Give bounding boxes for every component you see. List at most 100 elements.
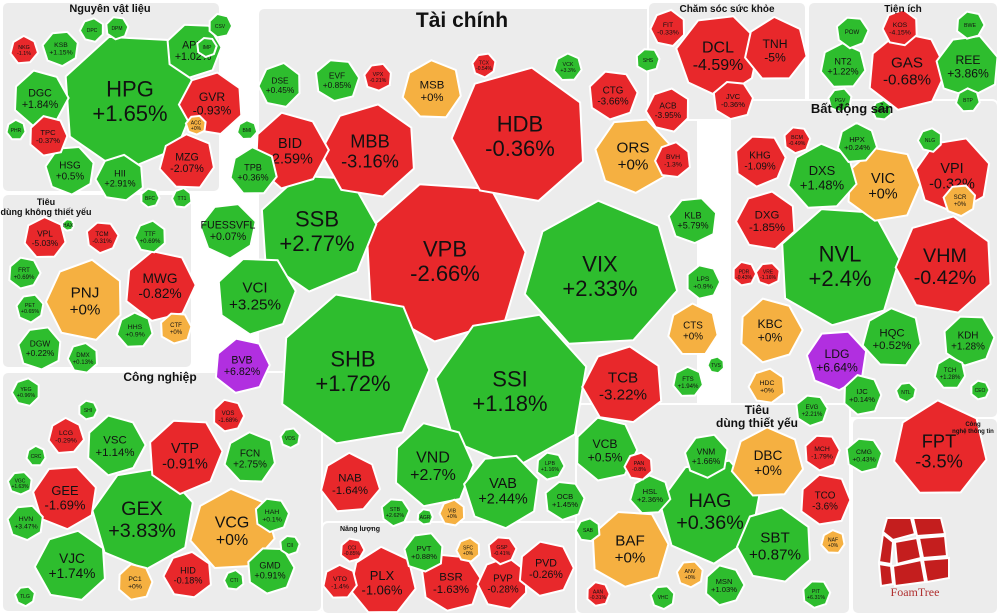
cell-crc[interactable] (25, 444, 47, 467)
cell-vjc[interactable] (33, 529, 106, 601)
cell-pgv[interactable] (827, 87, 853, 114)
cell-nkg[interactable] (9, 34, 40, 65)
cell-fuessvfl[interactable] (198, 203, 257, 260)
cell-tcm[interactable] (85, 221, 120, 255)
cell-ctf[interactable] (160, 312, 193, 345)
cell-bvb[interactable] (214, 337, 271, 394)
cell-cti[interactable] (222, 568, 245, 591)
cell-msb[interactable] (401, 59, 462, 119)
cell-hid[interactable] (162, 550, 212, 599)
cell-aan[interactable] (586, 580, 611, 607)
cell-vos[interactable] (213, 398, 246, 433)
cell-phr[interactable] (5, 118, 27, 141)
cell-evf[interactable] (314, 59, 361, 103)
cell-gsp[interactable] (487, 536, 518, 566)
cell-bcm[interactable] (783, 126, 812, 155)
cell-ctg[interactable] (588, 70, 639, 121)
cell-lps[interactable] (686, 264, 722, 300)
cell-gee[interactable] (32, 465, 97, 531)
cell-hvn[interactable] (6, 504, 44, 542)
cell-vgc[interactable] (6, 471, 33, 496)
cell-khg[interactable] (735, 135, 787, 188)
cell-acb[interactable] (644, 87, 690, 133)
cell-hpx[interactable] (836, 121, 879, 163)
cell-pvt[interactable] (403, 532, 444, 573)
cell-ocb[interactable] (544, 480, 586, 522)
cell-vto[interactable] (322, 563, 358, 599)
cell-vtp[interactable] (149, 419, 224, 496)
cell-shs[interactable] (635, 48, 661, 73)
cell-hii[interactable] (94, 153, 144, 202)
cell-ntl[interactable] (894, 381, 917, 404)
cell-ksb[interactable] (41, 30, 79, 68)
cell-jvc[interactable] (712, 80, 755, 121)
cell-dxg[interactable] (734, 190, 796, 251)
cell-cmg[interactable] (845, 437, 884, 474)
cell-vab[interactable] (462, 454, 540, 530)
cell-tt1[interactable] (170, 186, 193, 209)
cell-hdc[interactable] (747, 367, 786, 404)
cell-bmi[interactable] (235, 119, 259, 141)
cell-ijc[interactable] (843, 373, 883, 416)
cell-hdb[interactable] (450, 66, 585, 202)
cell-mch[interactable] (804, 434, 841, 472)
cell-acc[interactable] (184, 114, 207, 136)
cell-mbb[interactable] (319, 103, 415, 198)
cell-pet[interactable] (15, 293, 45, 324)
cell-cci[interactable] (339, 537, 366, 563)
cell-hsl[interactable] (629, 474, 672, 515)
cell-kbc[interactable] (740, 297, 804, 364)
cell-vhm[interactable] (894, 215, 992, 314)
cell-hah[interactable] (254, 497, 291, 534)
cell-dpm[interactable] (105, 16, 130, 41)
cell-sbt[interactable] (735, 506, 812, 583)
cell-vcg[interactable] (189, 487, 276, 570)
cell-vci[interactable] (217, 257, 297, 336)
cell-yeg[interactable] (10, 377, 40, 407)
cell-klb[interactable] (667, 197, 718, 245)
cell-msn[interactable] (705, 564, 746, 607)
cell-vds[interactable] (279, 427, 301, 450)
cell-anv[interactable] (675, 560, 704, 589)
cell-gmd[interactable] (247, 547, 296, 595)
cell-sfc[interactable] (455, 536, 481, 563)
cell-fcn[interactable] (223, 431, 276, 483)
cell-dbc[interactable] (730, 426, 805, 497)
cell-tlg[interactable] (13, 585, 36, 608)
cell-tnh[interactable] (744, 15, 808, 80)
cell-tcx[interactable] (471, 52, 497, 79)
cell-tch[interactable] (933, 355, 967, 389)
cell-naf[interactable] (820, 528, 846, 554)
cell-tpc[interactable] (29, 114, 69, 157)
cell-vib[interactable] (438, 498, 466, 527)
cell-vck[interactable] (552, 52, 583, 82)
cell-nlg[interactable] (916, 127, 942, 153)
cell-hsg[interactable] (44, 145, 95, 196)
cell-vre[interactable] (754, 262, 781, 287)
cell-ceo[interactable] (970, 379, 991, 401)
cell-tcb[interactable] (581, 345, 663, 424)
cell-pc1[interactable] (118, 562, 154, 601)
cell-lpb[interactable] (536, 451, 566, 481)
cell-vix[interactable] (523, 199, 679, 345)
cell-mzg[interactable] (158, 133, 215, 189)
cell-pit[interactable] (802, 580, 832, 609)
cell-vsc[interactable] (87, 414, 147, 477)
cell-shb[interactable] (281, 293, 431, 445)
cell-dse[interactable] (257, 61, 301, 108)
cell-agr[interactable] (416, 508, 434, 526)
cell-fpt[interactable] (893, 399, 988, 494)
cell-pdr[interactable] (732, 260, 758, 287)
cell-btp[interactable] (954, 87, 981, 113)
cell-pan[interactable] (623, 451, 653, 481)
cell-dmx[interactable] (66, 341, 99, 374)
cell-tpb[interactable] (229, 146, 278, 195)
cell-vhc[interactable] (649, 585, 676, 611)
cell-bfc[interactable] (140, 187, 161, 209)
cell-vpx[interactable] (363, 62, 392, 92)
cell-tco[interactable] (800, 473, 852, 526)
cell-stb[interactable] (380, 498, 411, 528)
cell-vpb[interactable] (365, 183, 527, 343)
cell-pvd[interactable] (518, 540, 575, 597)
cell-vnm[interactable] (683, 433, 729, 479)
